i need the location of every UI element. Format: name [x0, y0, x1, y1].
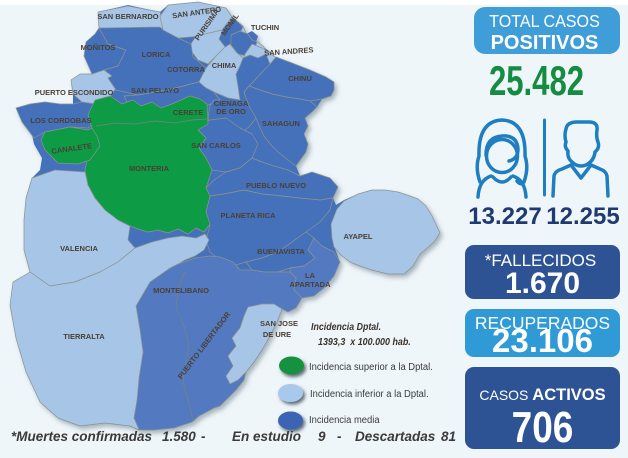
svg-text:SAN ANDRES: SAN ANDRES — [264, 45, 314, 57]
svg-text:AYAPEL: AYAPEL — [343, 232, 372, 241]
svg-text:CHIMA: CHIMA — [212, 61, 237, 70]
svg-text:APARTADA: APARTADA — [290, 280, 332, 289]
svg-text:PLANETA RICA: PLANETA RICA — [221, 211, 277, 220]
svg-text:SAN BERNARDO: SAN BERNARDO — [97, 12, 158, 21]
svg-text:CHINU: CHINU — [288, 74, 312, 83]
svg-text:PUEBLO NUEVO: PUEBLO NUEVO — [246, 181, 306, 190]
svg-text:CERETE: CERETE — [173, 108, 203, 117]
svg-text:MONTELIBANO: MONTELIBANO — [153, 286, 209, 295]
svg-text:MOÑITOS: MOÑITOS — [81, 43, 116, 52]
svg-text:TUCHIN: TUCHIN — [251, 23, 279, 32]
svg-text:SAN CARLOS: SAN CARLOS — [191, 141, 241, 150]
svg-text:SAN PELAYO: SAN PELAYO — [131, 86, 179, 95]
svg-text:DE ORO: DE ORO — [216, 107, 246, 116]
svg-text:TIERRALTA: TIERRALTA — [63, 332, 105, 341]
svg-text:DE URE: DE URE — [263, 330, 291, 339]
svg-text:PUERTO ESCONDIDO: PUERTO ESCONDIDO — [35, 88, 114, 97]
svg-text:MONTERIA: MONTERIA — [129, 164, 170, 173]
svg-text:SAHAGUN: SAHAGUN — [262, 119, 300, 128]
svg-text:LA: LA — [305, 271, 316, 280]
svg-text:LORICA: LORICA — [142, 50, 171, 59]
svg-text:SAN JOSE: SAN JOSE — [260, 319, 298, 328]
svg-text:VALENCIA: VALENCIA — [60, 244, 98, 253]
svg-text:COTORRA: COTORRA — [167, 65, 205, 74]
svg-text:CIENAGA: CIENAGA — [214, 99, 249, 108]
svg-text:LOS CORDOBAS: LOS CORDOBAS — [30, 116, 91, 125]
svg-text:BUENAVISTA: BUENAVISTA — [257, 247, 305, 256]
